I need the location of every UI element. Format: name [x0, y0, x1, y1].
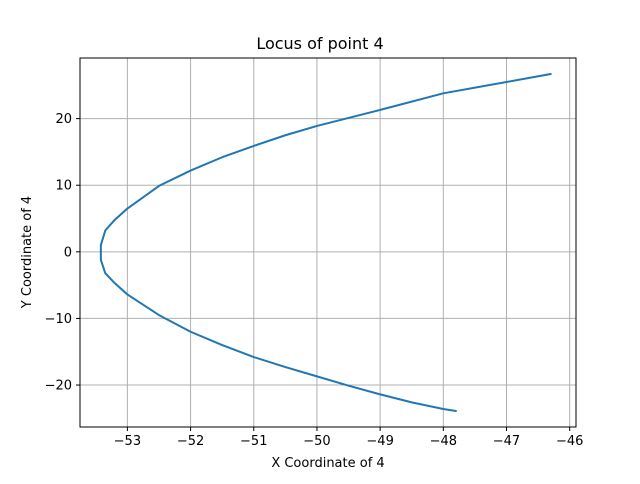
- y-tick-label: −20: [45, 379, 72, 394]
- y-tick-label: 10: [55, 179, 72, 194]
- y-tick-label: −10: [45, 312, 72, 327]
- x-tick-label: −47: [493, 434, 520, 449]
- y-tick-label: 20: [55, 112, 72, 127]
- ticks: −53 −52 −51 −50 −49 −48 −47 −46 −20 −10 0 10 20: [45, 112, 584, 449]
- chart-title: Locus of point 4: [256, 34, 383, 53]
- series-layer: [99, 72, 552, 413]
- grid-lines: [80, 58, 576, 427]
- x-tick-label: −46: [556, 434, 583, 449]
- x-tick-label: −49: [366, 434, 393, 449]
- y-tick-label: 0: [64, 245, 72, 260]
- x-tick-label: −52: [177, 434, 204, 449]
- y-axis-label: Y Coordinate of 4: [20, 196, 35, 309]
- plot-frame: [79, 57, 577, 428]
- x-tick-label: −50: [303, 434, 330, 449]
- x-tick-label: −48: [430, 434, 457, 449]
- x-tick-label: −53: [114, 434, 141, 449]
- x-axis-label: X Coordinate of 4: [271, 456, 384, 471]
- series-line: [99, 72, 552, 413]
- x-tick-label: −51: [240, 434, 267, 449]
